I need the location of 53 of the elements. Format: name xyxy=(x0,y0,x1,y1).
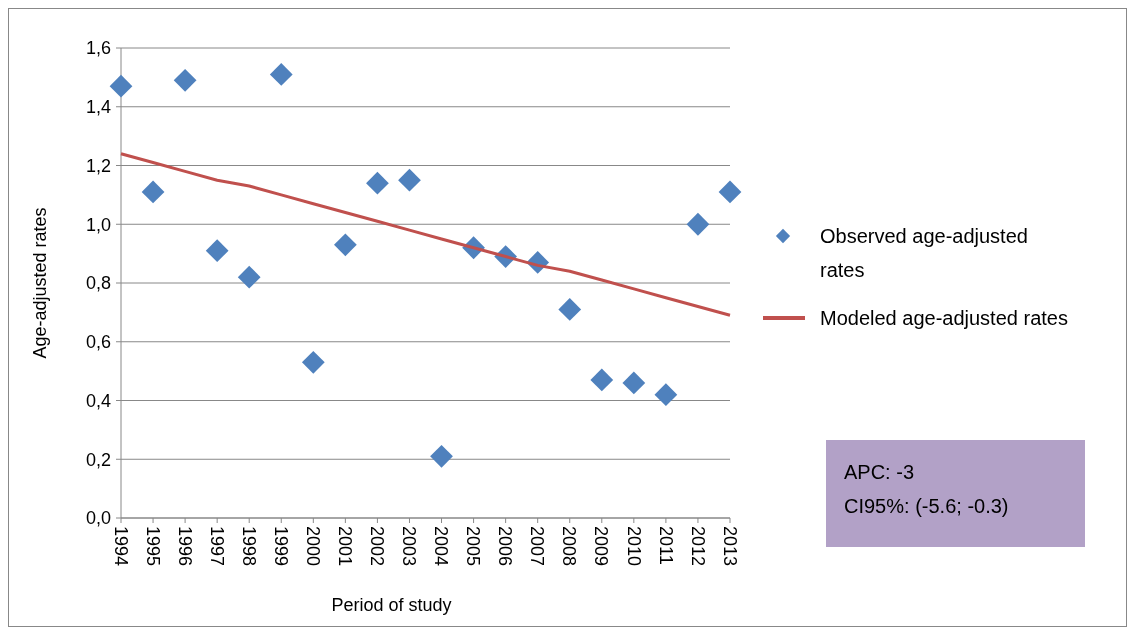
x-tick-label: 2006 xyxy=(495,526,516,567)
x-tick-label: 2002 xyxy=(367,526,388,567)
x-tick-label: 2007 xyxy=(527,526,548,567)
x-tick-label: 1998 xyxy=(238,526,259,567)
y-tick-label: 1,2 xyxy=(85,155,111,176)
point xyxy=(333,233,357,257)
point xyxy=(654,383,678,406)
point xyxy=(686,212,710,236)
x-tick-label: 2012 xyxy=(687,526,708,567)
y-tick-label: 1,4 xyxy=(85,97,111,118)
x-tick-label: 1997 xyxy=(206,526,227,567)
point xyxy=(430,444,453,468)
x-tick-label: 2011 xyxy=(655,526,676,565)
point xyxy=(109,74,133,98)
x-tick-label: 2008 xyxy=(559,526,580,567)
point xyxy=(558,298,582,321)
x-tick-label: 1994 xyxy=(110,526,131,567)
x-tick-label: 2001 xyxy=(335,526,356,567)
x-tick-label: 1996 xyxy=(174,526,195,567)
point xyxy=(301,350,325,374)
point xyxy=(269,63,293,86)
y-tick-label: 0,4 xyxy=(85,390,111,411)
x-tick-label: 1995 xyxy=(142,526,163,567)
y-tick-label: 0,2 xyxy=(85,449,111,470)
y-tick-label: 0,0 xyxy=(85,508,111,529)
legend-label: Modeled age-adjusted rates xyxy=(820,307,1068,329)
x-tick-label: 2003 xyxy=(399,526,420,567)
point xyxy=(141,180,165,204)
legend-label: Observed age-adjusted rates xyxy=(820,225,1028,281)
point xyxy=(205,239,229,263)
x-tick-label: 2005 xyxy=(463,526,484,567)
x-tick-label: 2000 xyxy=(303,526,324,567)
point xyxy=(718,180,742,204)
point xyxy=(622,371,646,395)
point xyxy=(398,168,421,192)
text: CI95%: (-5.6; -0.3) xyxy=(844,495,1009,517)
x-tick-label: 2010 xyxy=(623,526,644,567)
x-axis-title: Period of study xyxy=(331,595,452,615)
y-tick-label: 0,8 xyxy=(85,273,111,294)
line-series xyxy=(119,152,732,317)
y-tick-label: 1,6 xyxy=(85,38,111,59)
point xyxy=(590,368,614,392)
point xyxy=(173,68,197,92)
y-tick-label: 0,6 xyxy=(85,332,111,353)
x-tick-label: 2013 xyxy=(719,526,740,567)
x-tick-label: 1999 xyxy=(270,526,291,567)
y-axis-title: Age-adjusted rates xyxy=(30,207,50,359)
y-tick-label: 1,0 xyxy=(85,214,111,235)
point xyxy=(237,265,261,289)
text: APC: -3 xyxy=(844,461,915,483)
x-tick-label: 2004 xyxy=(431,526,452,567)
point xyxy=(366,171,389,195)
x-tick-label: 2009 xyxy=(591,526,612,567)
